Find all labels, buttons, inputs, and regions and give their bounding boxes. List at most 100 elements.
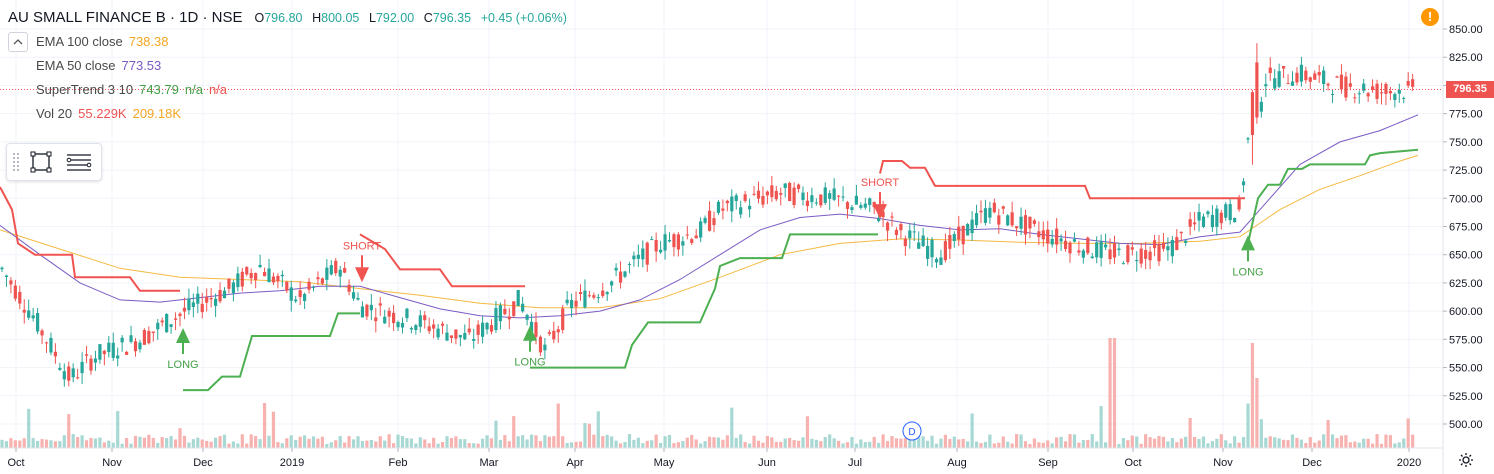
- candle-body: [294, 300, 297, 302]
- volume-bar: [423, 439, 426, 448]
- time-axis-label: Oct: [1124, 457, 1141, 469]
- alert-icon[interactable]: !: [1421, 8, 1439, 26]
- drag-handle-icon[interactable]: [12, 152, 20, 172]
- volume-bar: [147, 435, 150, 448]
- volume-bar: [548, 437, 551, 448]
- close-label: C: [424, 11, 433, 25]
- candle-body: [1411, 79, 1414, 87]
- volume-bar: [574, 442, 577, 448]
- volume-bar: [254, 436, 257, 448]
- high-label: H: [312, 11, 321, 25]
- candle-body: [9, 280, 12, 284]
- volume-bar: [27, 409, 30, 448]
- volume-bar: [534, 435, 537, 448]
- volume-bar: [250, 434, 253, 448]
- candle-body: [1407, 81, 1410, 86]
- candle-body: [566, 300, 569, 304]
- horizontal-lines-icon[interactable]: [62, 147, 96, 177]
- volume-bar: [307, 439, 310, 448]
- candle-body: [121, 338, 124, 343]
- candle-body: [370, 305, 373, 310]
- volume-bar: [1229, 443, 1232, 448]
- candle-body: [468, 329, 471, 333]
- volume-bar: [23, 438, 26, 448]
- candle-body: [846, 202, 849, 209]
- volume-bar: [1220, 434, 1223, 448]
- volume-bar: [1282, 440, 1285, 448]
- candle-body: [116, 356, 119, 359]
- candle-body: [1055, 229, 1058, 245]
- candle-body: [437, 329, 440, 338]
- candle-body: [1389, 91, 1392, 93]
- candle-body: [1318, 72, 1321, 75]
- volume-bar: [103, 442, 106, 448]
- volume-bar: [1108, 338, 1111, 448]
- volume-bar: [58, 441, 61, 448]
- chevron-up-icon[interactable]: [8, 32, 28, 52]
- volume-bar: [174, 439, 177, 448]
- candle-body: [726, 201, 729, 203]
- candle-body: [1273, 78, 1276, 88]
- candle-body: [1117, 249, 1120, 250]
- candle-body: [1246, 138, 1249, 139]
- candle-body: [962, 226, 965, 244]
- volume-bar: [1349, 442, 1352, 448]
- candle-body: [36, 313, 39, 331]
- supertrend-row[interactable]: SuperTrend 3 10 743.79 n/a n/a: [8, 78, 573, 102]
- candle-body: [926, 246, 929, 259]
- candle-body: [254, 273, 257, 280]
- candle-body: [1269, 68, 1272, 73]
- close-value: 796.35: [433, 11, 471, 25]
- volume-bar: [125, 438, 128, 448]
- candle-body: [428, 326, 431, 331]
- volume-bar: [828, 434, 831, 448]
- candle-body: [27, 310, 30, 317]
- candle-body: [1037, 231, 1040, 237]
- volume-bar: [833, 438, 836, 448]
- volume-bar: [89, 438, 92, 448]
- candle-body: [343, 268, 346, 273]
- volume-bar: [1068, 434, 1071, 448]
- candle-body: [0, 268, 3, 270]
- volume-row[interactable]: Vol 20 55.229K 209.18K: [8, 102, 573, 126]
- volume-bar: [1117, 444, 1120, 448]
- candle-body: [784, 183, 787, 187]
- volume-bar: [1211, 441, 1214, 448]
- volume-bar: [579, 442, 582, 448]
- ema100-row[interactable]: EMA 100 close 738.38: [8, 30, 573, 54]
- candle-body: [1153, 240, 1156, 248]
- candle-body: [1393, 94, 1396, 100]
- volume-bar: [388, 434, 391, 448]
- volume-bar: [129, 444, 132, 448]
- candle-body: [890, 217, 893, 218]
- ema50-row[interactable]: EMA 50 close 773.53: [8, 54, 573, 78]
- candle-body: [1211, 215, 1214, 227]
- candle-body: [579, 292, 582, 294]
- candle-body: [107, 343, 110, 352]
- supertrend-short-line: [880, 161, 1245, 198]
- volume-bar: [54, 441, 57, 448]
- volume-bar: [1082, 440, 1085, 448]
- gear-icon[interactable]: [1458, 452, 1474, 473]
- candle-body: [1255, 62, 1258, 117]
- volume-bar: [1140, 444, 1143, 448]
- volume-bar: [325, 444, 328, 448]
- drawing-toolbox[interactable]: [6, 143, 102, 181]
- rectangle-icon[interactable]: [24, 147, 58, 177]
- candle-body: [143, 330, 146, 345]
- volume-value2: 209.18K: [133, 102, 181, 126]
- volume-bar: [1318, 441, 1321, 448]
- volume-bar: [1233, 436, 1236, 448]
- open-label: O: [255, 11, 265, 25]
- candle-body: [561, 309, 564, 330]
- volume-bar: [1157, 436, 1160, 448]
- volume-bar: [953, 437, 956, 448]
- volume-bar: [521, 435, 524, 448]
- candle-body: [1175, 237, 1178, 250]
- candle-body: [583, 291, 586, 308]
- candle-body: [49, 338, 52, 353]
- candle-body: [147, 331, 150, 343]
- volume-bar: [601, 436, 604, 448]
- candle-body: [526, 315, 529, 320]
- volume-bar: [855, 444, 858, 448]
